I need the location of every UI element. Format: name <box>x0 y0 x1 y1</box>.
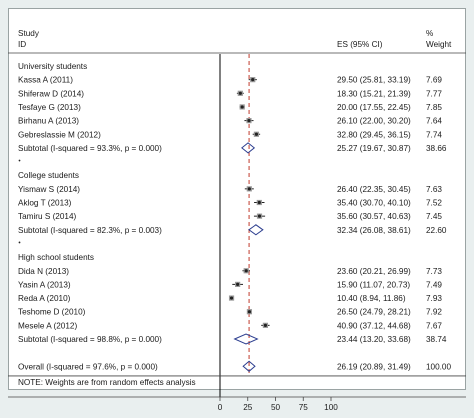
weight-value: 7.69 <box>426 76 442 85</box>
study-label: Yismaw S (2014) <box>18 185 80 194</box>
point-estimate <box>238 91 242 95</box>
point-estimate <box>251 78 255 82</box>
header-percent: % <box>426 29 433 38</box>
subtotal-weight: 38.66 <box>426 144 447 153</box>
point-estimate <box>247 310 252 314</box>
es-ci-value: 32.80 (29.45, 36.15) <box>337 130 411 139</box>
group-label: College students <box>18 171 79 180</box>
study-label: Teshome D (2010) <box>18 308 86 317</box>
point-estimate <box>257 200 261 205</box>
subtotal-diamond <box>241 142 256 154</box>
study-label: Tamiru S (2014) <box>18 212 77 221</box>
study-label: Reda A (2010) <box>18 294 71 303</box>
es-ci-value: 29.50 (25.81, 33.19) <box>337 76 411 85</box>
weight-value: 7.92 <box>426 308 442 317</box>
weight-value: 7.45 <box>426 212 442 221</box>
point-estimate <box>247 119 251 123</box>
header-weight: Weight <box>426 40 452 49</box>
point-estimate <box>229 296 234 300</box>
subtotal-weight: 38.74 <box>426 335 447 344</box>
weight-value: 7.77 <box>426 89 442 98</box>
study-label: Kassa A (2011) <box>18 76 73 85</box>
overall-weight: 100.00 <box>426 362 451 371</box>
es-ci-value: 26.10 (22.00, 30.20) <box>337 117 411 126</box>
subtotal-label: Subtotal (I-squared = 98.8%, p = 0.000) <box>18 335 162 344</box>
subtotal-label: Subtotal (I-squared = 82.3%, p = 0.003) <box>18 226 162 235</box>
point-estimate <box>263 323 267 327</box>
point-estimate <box>254 132 259 136</box>
es-ci-value: 35.60 (30.57, 40.63) <box>337 212 411 221</box>
study-label: Birhanu A (2013) <box>18 117 79 126</box>
weights-note: NOTE: Weights are from random effects an… <box>18 378 196 387</box>
study-label: Mesele A (2012) <box>18 321 77 330</box>
weight-value: 7.52 <box>426 199 442 208</box>
weight-value: 7.67 <box>426 321 442 330</box>
weight-value: 7.64 <box>426 117 442 126</box>
x-tick-label: 50 <box>271 403 281 412</box>
es-ci-value: 15.90 (11.07, 20.73) <box>337 280 410 289</box>
weight-value: 7.93 <box>426 294 442 303</box>
x-tick-label: 100 <box>324 403 338 412</box>
plot-panel <box>8 8 466 390</box>
header-es: ES (95% CI) <box>337 40 383 49</box>
overall-label: Overall (I-squared = 97.6%, p = 0.000) <box>18 362 158 371</box>
group-label: University students <box>18 62 87 71</box>
study-label: Aklog T (2013) <box>18 199 72 208</box>
spacer-dot <box>18 159 21 162</box>
x-tick-label: 75 <box>299 403 309 412</box>
header-id: ID <box>18 40 26 49</box>
point-estimate <box>240 105 244 109</box>
point-estimate <box>257 214 262 218</box>
weight-value: 7.63 <box>426 185 442 194</box>
point-estimate <box>244 269 248 273</box>
study-label: Dida N (2013) <box>18 267 69 276</box>
subtotal-weight: 22.60 <box>426 226 447 235</box>
es-ci-value: 26.40 (22.35, 30.45) <box>337 185 411 194</box>
weight-value: 7.74 <box>426 130 442 139</box>
weight-value: 7.73 <box>426 267 442 276</box>
study-label: Yasin A (2013) <box>18 280 71 289</box>
overall-diamond <box>242 360 256 372</box>
group-label: High school students <box>18 253 94 262</box>
weight-value: 7.49 <box>426 280 442 289</box>
x-tick-label: 25 <box>243 403 253 412</box>
study-label: Gebreslassie M (2012) <box>18 130 101 139</box>
x-tick-label: 0 <box>218 403 223 412</box>
subtotal-es-ci: 23.44 (13.20, 33.68) <box>337 335 411 344</box>
weight-value: 7.85 <box>426 103 442 112</box>
es-ci-value: 20.00 (17.55, 22.45) <box>337 103 411 112</box>
es-ci-value: 18.30 (15.21, 21.39) <box>337 89 411 98</box>
es-ci-value: 26.50 (24.79, 28.21) <box>337 308 411 317</box>
es-ci-value: 10.40 (8.94, 11.86) <box>337 294 406 303</box>
subtotal-es-ci: 32.34 (26.08, 38.61) <box>337 226 411 235</box>
spacer-dot <box>18 241 21 244</box>
es-ci-value: 35.40 (30.70, 40.10) <box>337 199 411 208</box>
study-label: Tesfaye G (2013) <box>18 103 81 112</box>
header-study: Study <box>18 29 40 38</box>
subtotal-es-ci: 25.27 (19.67, 30.87) <box>337 144 411 153</box>
subtotal-diamond <box>248 224 264 236</box>
point-estimate <box>236 282 240 286</box>
es-ci-value: 23.60 (20.21, 26.99) <box>337 267 411 276</box>
subtotal-label: Subtotal (I-squared = 93.3%, p = 0.000) <box>18 144 162 153</box>
es-ci-value: 40.90 (37.12, 44.68) <box>337 321 411 330</box>
point-estimate <box>247 187 251 191</box>
overall-es-ci: 26.19 (20.89, 31.49) <box>337 362 411 371</box>
study-label: Shiferaw D (2014) <box>18 89 84 98</box>
subtotal-diamond <box>233 333 259 345</box>
